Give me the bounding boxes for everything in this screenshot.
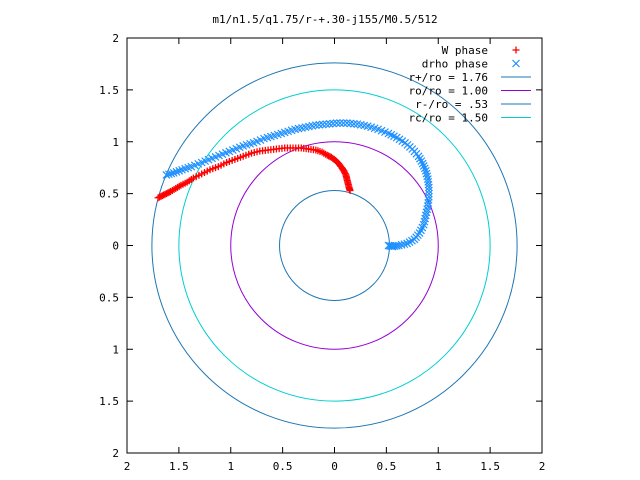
chart-title: m1/n1.5/q1.75/r-+.30-j155/M0.5/512 xyxy=(212,13,437,26)
data-point xyxy=(423,202,432,210)
data-point xyxy=(172,167,181,176)
data-point xyxy=(346,119,355,128)
x-tick-label: 1.5 xyxy=(169,460,189,473)
data-point xyxy=(400,240,409,249)
legend-label: W phase xyxy=(442,44,488,57)
data-point xyxy=(162,171,171,179)
y-tick-label: 0.5 xyxy=(99,291,119,304)
data-point xyxy=(424,192,433,201)
legend-label: r-/ro = .53 xyxy=(415,98,488,111)
data-point xyxy=(418,159,427,168)
data-point xyxy=(422,169,431,178)
x-tick-label: 0.5 xyxy=(273,460,293,473)
data-point xyxy=(424,199,433,207)
legend-marker xyxy=(512,59,520,68)
x-tick-label: 0.5 xyxy=(376,460,396,473)
legend-label: drho phase xyxy=(422,58,488,71)
data-point xyxy=(421,214,430,223)
data-point xyxy=(349,119,358,128)
data-point xyxy=(403,239,412,248)
circle-rc-ro-1-50 xyxy=(178,89,491,402)
data-point xyxy=(164,170,173,179)
data-point xyxy=(424,189,433,198)
data-point xyxy=(353,120,362,129)
data-point xyxy=(318,120,327,129)
y-tick-label: 1 xyxy=(112,343,119,356)
data-point xyxy=(415,154,424,163)
data-point xyxy=(420,217,429,226)
data-point xyxy=(424,195,433,204)
data-point xyxy=(422,208,431,217)
y-tick-label: 2 xyxy=(112,32,119,45)
data-point xyxy=(336,119,344,127)
data-point xyxy=(169,168,178,177)
x-tick-label: 1 xyxy=(227,460,234,473)
circle-ro-ro-1-00 xyxy=(230,141,439,350)
y-tick-label: 0.5 xyxy=(99,188,119,201)
data-point xyxy=(343,119,351,127)
circle-r-ro-53 xyxy=(279,190,390,301)
data-point xyxy=(167,169,176,178)
x-tick-label: 1.5 xyxy=(480,460,500,473)
legend-label: r+/ro = 1.76 xyxy=(409,71,488,84)
y-tick-label: 1.5 xyxy=(99,395,119,408)
data-point xyxy=(424,186,433,195)
data-point xyxy=(405,238,414,246)
data-point xyxy=(175,166,184,175)
data-point xyxy=(156,193,164,201)
x-tick-label: 1 xyxy=(435,460,442,473)
data-point xyxy=(322,120,331,129)
data-point xyxy=(421,166,430,175)
y-tick-label: 1.5 xyxy=(99,84,119,97)
plot-area: 2 1.5 1 0.5 0 0.5 1 1.5 221.510.500.511.52 xyxy=(99,32,545,473)
legend-label: rc/ro = 1.50 xyxy=(409,112,488,125)
data-point xyxy=(315,120,324,129)
data-point xyxy=(325,119,334,128)
data-point xyxy=(419,162,428,170)
data-point xyxy=(339,119,348,127)
legend-label: ro/ro = 1.00 xyxy=(409,85,488,98)
data-point xyxy=(420,164,429,173)
data-point xyxy=(417,157,426,166)
x-tick-label: 0 xyxy=(331,460,338,473)
data-point xyxy=(329,119,338,128)
circle-r-ro-1-76 xyxy=(151,62,518,429)
data-point xyxy=(421,211,430,220)
data-point xyxy=(423,205,432,214)
y-tick-label: 0 xyxy=(112,240,119,253)
data-point xyxy=(154,194,162,202)
data-point xyxy=(392,241,401,250)
data-point xyxy=(178,165,186,174)
x-tick-label: 2 xyxy=(124,460,131,473)
x-tick-label: 2 xyxy=(539,460,546,473)
legend-marker xyxy=(512,46,520,54)
y-tick-label: 1 xyxy=(112,136,119,149)
data-point xyxy=(332,119,341,127)
y-tick-label: 2 xyxy=(112,447,119,460)
data-point xyxy=(419,220,428,229)
